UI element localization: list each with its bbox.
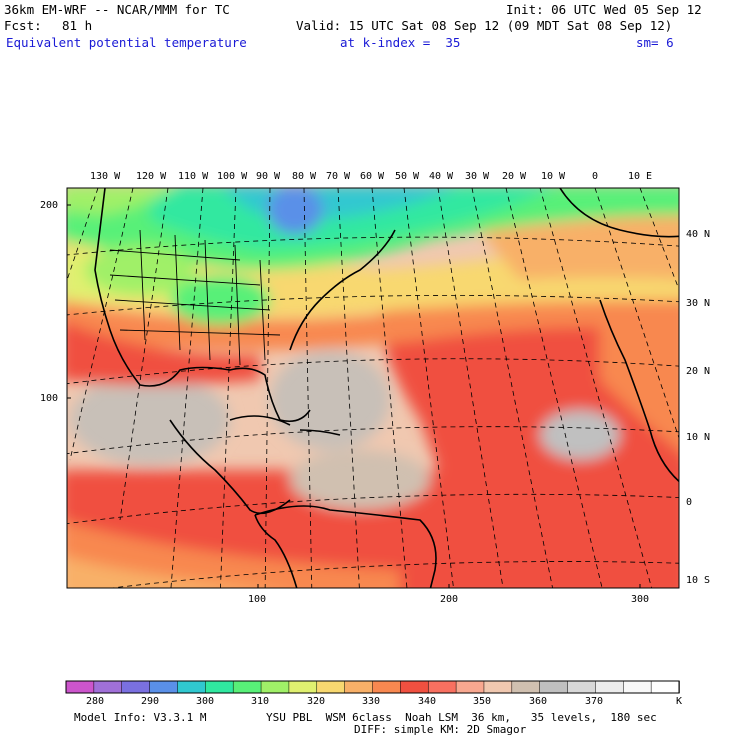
lat-label: 20 N [686, 366, 711, 377]
grid-x-label: 300 [631, 594, 650, 605]
colorbar-swatch [177, 680, 207, 694]
colorbar-swatch [372, 680, 402, 694]
colorbar-label: 290 [141, 696, 160, 707]
colorbar-swatch [344, 680, 374, 694]
lon-label: 10 W [541, 171, 566, 182]
lon-label: 0 [592, 171, 599, 182]
colorbar-swatch [232, 680, 262, 694]
lon-label: 130 W [90, 171, 121, 182]
colorbar-swatch [205, 680, 234, 694]
grid-x-label: 100 [248, 594, 267, 605]
diffusion-info: DIFF: simple KM: 2D Smagor [354, 723, 527, 736]
lon-label: 40 W [429, 171, 454, 182]
colorbar-swatch [149, 680, 179, 694]
frame-ticks [67, 204, 641, 588]
colorbar-swatch [427, 680, 457, 694]
theta-e-field [67, 188, 679, 588]
colorbar-label: 300 [196, 696, 215, 707]
lat-label: 40 N [686, 229, 711, 240]
physics-info: YSU PBL WSM 6class Noah LSM 36 km, 35 le… [266, 711, 657, 724]
lon-label: 10 E [628, 171, 653, 182]
lon-label: 50 W [395, 171, 420, 182]
colorbar [65, 680, 680, 694]
grid-y-label: 200 [40, 200, 59, 211]
colorbar-swatch [260, 680, 290, 694]
valid-time: Valid: 15 UTC Sat 08 Sep 12 (09 MDT Sat … [296, 18, 673, 33]
colorbar-swatch [400, 680, 429, 694]
model-title: 36km EM-WRF -- NCAR/MMM for TC [4, 2, 230, 17]
colorbar-unit: K [676, 696, 683, 707]
lon-label: 60 W [360, 171, 385, 182]
colorbar-swatch [567, 680, 597, 694]
state-borders [109, 229, 281, 366]
lon-label: 70 W [326, 171, 351, 182]
lon-label: 120 W [136, 171, 167, 182]
colorbar-swatch [595, 680, 625, 694]
colorbar-label: 360 [529, 696, 548, 707]
colorbar-label: 310 [251, 696, 270, 707]
colorbar-swatch [623, 680, 652, 694]
level-label: at k-index = 35 [340, 35, 461, 50]
forecast-hours: 81 h [62, 18, 93, 33]
colorbar-label: 320 [307, 696, 326, 707]
graticule [67, 188, 679, 588]
colorbar-swatch [65, 680, 95, 694]
map-frame [66, 187, 680, 589]
lat-label: 10 S [686, 575, 711, 586]
lon-label: 20 W [502, 171, 527, 182]
lon-label: 110 W [178, 171, 209, 182]
grid-x-label: 200 [440, 594, 459, 605]
colorbar-label: 280 [86, 696, 105, 707]
forecast-label: Fcst: [4, 18, 42, 33]
lat-label: 10 N [686, 432, 711, 443]
colorbar-label: 370 [585, 696, 604, 707]
coastlines [94, 188, 679, 588]
colorbar-swatch [316, 680, 346, 694]
colorbar-swatch [511, 680, 541, 694]
lat-label: 0 [686, 497, 693, 508]
colorbar-label: 330 [362, 696, 381, 707]
colorbar-label: 350 [473, 696, 492, 707]
colorbar-swatch [93, 680, 123, 694]
lat-label: 30 N [686, 298, 711, 309]
colorbar-swatch [121, 680, 151, 694]
colorbar-swatch [539, 680, 569, 694]
lon-label: 80 W [292, 171, 317, 182]
init-time: Init: 06 UTC Wed 05 Sep 12 [506, 2, 702, 17]
lon-label: 90 W [256, 171, 281, 182]
model-info: Model Info: V3.3.1 M [74, 711, 207, 724]
colorbar-swatch [650, 680, 680, 694]
lon-label: 100 W [217, 171, 248, 182]
field-name: Equivalent potential temperature [6, 35, 247, 50]
colorbar-swatch [288, 680, 318, 694]
colorbar-label: 340 [418, 696, 437, 707]
lon-label: 30 W [465, 171, 490, 182]
smoothing-label: sm= 6 [636, 35, 674, 50]
grid-y-label: 100 [40, 393, 59, 404]
colorbar-swatch [483, 680, 513, 694]
colorbar-swatch [455, 680, 485, 694]
